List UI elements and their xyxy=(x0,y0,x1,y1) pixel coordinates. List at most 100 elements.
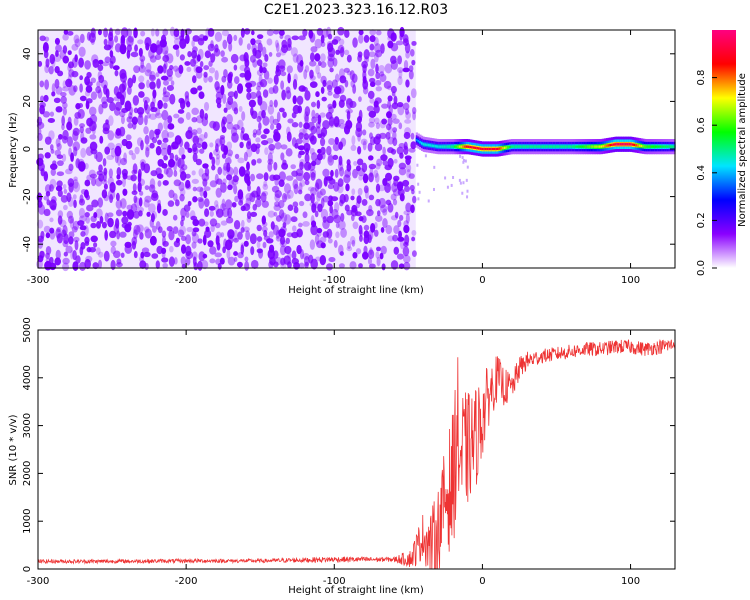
noise-cell xyxy=(155,260,160,269)
noise-cell xyxy=(375,183,381,193)
noise-cell xyxy=(362,129,367,136)
noise-cell xyxy=(167,144,172,156)
noise-cell xyxy=(226,166,234,176)
noise-cell xyxy=(326,228,333,239)
noise-cell xyxy=(51,83,56,94)
noise-cell xyxy=(109,181,116,193)
noise-cell xyxy=(302,220,310,227)
band-cell xyxy=(645,145,648,148)
noise-cell xyxy=(398,69,403,79)
noise-cell xyxy=(44,79,50,90)
noise-cell xyxy=(361,198,368,206)
noise-cell xyxy=(335,222,340,229)
spectrogram-y-tick-label: 20 xyxy=(22,95,33,108)
noise-cell xyxy=(281,89,287,101)
noise-cell xyxy=(321,96,327,102)
noise-cell xyxy=(247,184,251,192)
noise-cell xyxy=(145,62,152,73)
noise-cell xyxy=(294,142,299,149)
noise-cell xyxy=(95,247,101,255)
noise-cell xyxy=(322,120,330,130)
noise-cell xyxy=(382,217,388,229)
band-cell xyxy=(486,147,489,151)
noise-cell xyxy=(326,263,333,271)
noise-cell xyxy=(191,129,198,136)
noise-cell xyxy=(249,233,257,245)
noise-cell xyxy=(148,203,156,213)
band-cell xyxy=(422,143,425,146)
noise-cell xyxy=(285,175,294,181)
noise-cell xyxy=(80,231,86,237)
noise-cell xyxy=(49,111,55,117)
noise-cell xyxy=(374,49,383,58)
band-cell xyxy=(417,139,420,143)
noise-cell xyxy=(99,215,104,224)
noise-cell xyxy=(104,229,109,241)
noise-cell xyxy=(304,193,312,202)
noise-cell xyxy=(130,51,139,58)
noise-cell xyxy=(143,163,151,174)
noise-cell xyxy=(143,251,151,258)
noise-cell xyxy=(185,179,191,189)
noise-cell xyxy=(175,48,180,58)
noise-cell xyxy=(339,251,344,256)
band-cell xyxy=(476,146,479,150)
noise-cell xyxy=(91,199,99,208)
noise-cell xyxy=(163,79,169,86)
noise-cell xyxy=(131,153,137,161)
noise-cell xyxy=(246,147,253,158)
band-cell xyxy=(446,145,450,148)
noise-cell xyxy=(287,72,291,84)
noise-cell xyxy=(279,240,287,248)
noise-cell xyxy=(115,262,123,268)
noise-cell xyxy=(113,106,121,116)
noise-cell xyxy=(110,240,117,247)
noise-cell xyxy=(259,101,268,112)
noise-cell xyxy=(309,32,316,43)
snr-y-axis: 0 1000 2000 3000 4000 5000 xyxy=(22,317,675,572)
noise-cell xyxy=(107,115,114,127)
band-speckle xyxy=(461,156,464,160)
noise-cell xyxy=(344,29,350,38)
band-cell xyxy=(481,147,484,151)
noise-cell xyxy=(374,172,380,184)
noise-cell xyxy=(390,32,397,42)
band-cell xyxy=(655,145,659,148)
noise-cell xyxy=(390,193,397,201)
band-cell xyxy=(612,143,616,146)
noise-cell xyxy=(322,79,327,87)
band-cell xyxy=(550,145,553,148)
noise-cell xyxy=(145,42,150,51)
spectrogram-noise-region xyxy=(36,26,417,272)
noise-cell xyxy=(244,261,250,271)
noise-cell xyxy=(157,226,163,234)
noise-cell xyxy=(408,147,416,153)
noise-cell xyxy=(202,163,209,169)
noise-cell xyxy=(233,64,238,71)
noise-cell xyxy=(73,176,78,182)
noise-cell xyxy=(331,79,338,89)
noise-cell xyxy=(338,220,346,230)
colorbar-gradient xyxy=(712,30,736,268)
noise-cell xyxy=(56,180,63,188)
noise-cell xyxy=(370,58,376,70)
band-cell xyxy=(661,145,664,148)
band-cell xyxy=(635,143,638,147)
noise-cell xyxy=(67,30,74,36)
noise-cell xyxy=(203,190,208,199)
band-cell xyxy=(438,145,441,148)
noise-cell xyxy=(97,64,104,72)
noise-cell xyxy=(85,194,91,201)
noise-cell xyxy=(403,224,410,234)
noise-cell xyxy=(233,237,239,243)
noise-cell xyxy=(88,32,96,43)
noise-cell xyxy=(363,185,369,194)
noise-cell xyxy=(84,60,91,70)
noise-cell xyxy=(287,118,294,124)
band-cell xyxy=(471,146,474,149)
noise-cell xyxy=(199,60,204,68)
noise-cell xyxy=(402,179,410,187)
noise-cell xyxy=(250,38,256,46)
noise-cell xyxy=(379,132,387,140)
